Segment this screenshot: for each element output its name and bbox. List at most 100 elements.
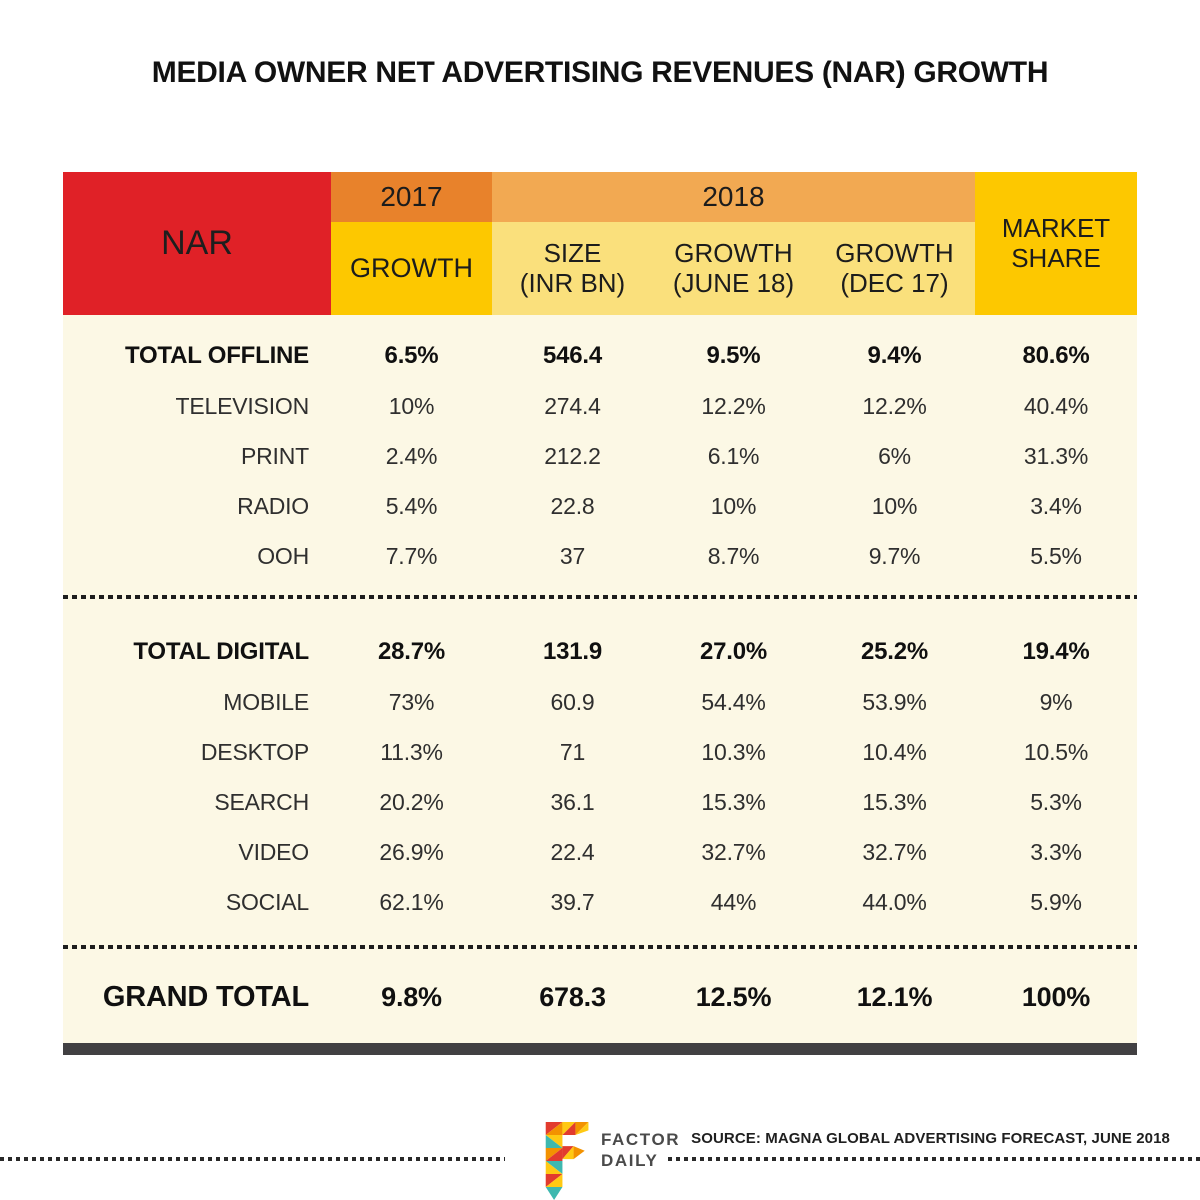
- row-label: TOTAL OFFLINE: [124, 342, 309, 369]
- row-total-digital: TOTAL DIGITAL 28.7% 131.9 27.0% 25.2% 19…: [63, 627, 1137, 677]
- logo-line2: DAILY: [601, 1151, 659, 1171]
- cell-value: 9%: [1039, 688, 1073, 715]
- cell-value: 274.4: [544, 392, 601, 419]
- header-nar-cell: NAR: [63, 172, 331, 315]
- header-growth-dec-cell: GROWTH (DEC 17): [814, 222, 975, 315]
- cell-value: 71: [559, 738, 586, 765]
- row-grand-total: GRAND TOTAL 9.8% 678.3 12.5% 12.1% 100%: [63, 959, 1137, 1035]
- row-print: PRINT 2.4% 212.2 6.1% 6% 31.3%: [63, 431, 1137, 481]
- cell-value: 131.9: [542, 638, 603, 665]
- dotted-divider: [63, 595, 1137, 599]
- row-label: VIDEO: [238, 838, 309, 865]
- cell-value: 3.3%: [1030, 838, 1082, 865]
- table-header: NAR 2017 GROWTH 2018 SIZE (INR BN) GROWT…: [63, 172, 1137, 315]
- source-text: SOURCE: MAGNA GLOBAL ADVERTISING FORECAS…: [691, 1130, 1170, 1147]
- cell-value: 53.9%: [862, 688, 927, 715]
- cell-value: 15.3%: [701, 788, 766, 815]
- row-label: DESKTOP: [200, 738, 309, 765]
- factor-daily-wordmark: FACTOR DAILY: [601, 1129, 680, 1172]
- row-label: SEARCH: [214, 788, 309, 815]
- header-growth-dec-line2: (DEC 17): [840, 267, 949, 298]
- cell-value: 60.9: [550, 688, 595, 715]
- cell-value: 32.7%: [701, 838, 766, 865]
- page-title: MEDIA OWNER NET ADVERTISING REVENUES (NA…: [151, 56, 1049, 89]
- header-2017-group: 2017 GROWTH: [331, 172, 492, 315]
- row-label: PRINT: [240, 442, 309, 469]
- cell-value: 26.9%: [379, 838, 444, 865]
- dotted-divider: [63, 945, 1137, 949]
- cell-value: 27.0%: [699, 638, 768, 665]
- cell-value: 10%: [388, 392, 435, 419]
- cell-value: 5.9%: [1030, 888, 1082, 915]
- row-ooh: OOH 7.7% 37 8.7% 9.7% 5.5%: [63, 531, 1137, 581]
- cell-value: 32.7%: [862, 838, 927, 865]
- footer-dotted-line-left: [0, 1157, 505, 1161]
- cell-value: 100%: [1021, 981, 1091, 1012]
- row-label: TELEVISION: [175, 392, 310, 419]
- header-growth-june-line2: (JUNE 18): [672, 267, 795, 298]
- cell-value: 19.4%: [1022, 638, 1090, 665]
- table-body: TOTAL OFFLINE 6.5% 546.4 9.5% 9.4% 80.6%…: [63, 315, 1137, 1043]
- cell-value: 7.7%: [385, 542, 438, 569]
- cell-value: 10.3%: [701, 738, 766, 765]
- header-size-line1: SIZE: [543, 237, 602, 268]
- cell-value: 6.1%: [707, 442, 760, 469]
- cell-value: 36.1: [550, 788, 595, 815]
- cell-value: 2.4%: [385, 442, 438, 469]
- header-growth-june-line1: GROWTH: [674, 237, 793, 268]
- cell-value: 10%: [871, 492, 918, 519]
- footer-dotted-line-right: [668, 1157, 1200, 1161]
- cell-value: 5.3%: [1030, 788, 1082, 815]
- logo-line1: FACTOR: [601, 1130, 681, 1149]
- cell-value: 12.2%: [701, 392, 766, 419]
- cell-value: 678.3: [539, 981, 606, 1012]
- row-mobile: MOBILE 73% 60.9 54.4% 53.9% 9%: [63, 677, 1137, 727]
- cell-value: 44%: [710, 888, 757, 915]
- cell-value: 6%: [878, 442, 911, 469]
- row-video: VIDEO 26.9% 22.4 32.7% 32.7% 3.3%: [63, 827, 1137, 877]
- cell-value: 37: [559, 542, 586, 569]
- cell-value: 54.4%: [701, 688, 766, 715]
- cell-value: 9.8%: [381, 981, 442, 1012]
- row-label: SOCIAL: [225, 888, 309, 915]
- header-market-line1: MARKET: [1001, 212, 1111, 243]
- header-growth-dec-line1: GROWTH: [835, 237, 954, 268]
- cell-value: 73%: [388, 688, 435, 715]
- cell-value: 31.3%: [1023, 442, 1089, 469]
- header-growth-2017-cell: GROWTH: [331, 222, 492, 315]
- header-size-cell: SIZE (INR BN): [492, 222, 653, 315]
- cell-value: 40.4%: [1023, 392, 1089, 419]
- cell-value: 39.7: [550, 888, 595, 915]
- cell-value: 8.7%: [707, 542, 760, 569]
- cell-value: 9.4%: [867, 342, 922, 369]
- row-label: RADIO: [237, 492, 309, 519]
- cell-value: 9.5%: [706, 342, 761, 369]
- factor-daily-logo: FACTOR DAILY: [545, 1122, 680, 1200]
- cell-value: 10%: [710, 492, 757, 519]
- cell-value: 5.4%: [385, 492, 438, 519]
- row-radio: RADIO 5.4% 22.8 10% 10% 3.4%: [63, 481, 1137, 531]
- cell-value: 212.2: [544, 442, 601, 469]
- cell-value: 6.5%: [384, 342, 439, 369]
- row-television: TELEVISION 10% 274.4 12.2% 12.2% 40.4%: [63, 381, 1137, 431]
- row-label: TOTAL DIGITAL: [133, 638, 309, 665]
- cell-value: 5.5%: [1030, 542, 1082, 569]
- cell-value: 28.7%: [377, 638, 446, 665]
- table-bottom-bar: [63, 1043, 1137, 1055]
- header-growth-june-cell: GROWTH (JUNE 18): [653, 222, 814, 315]
- nar-table: NAR 2017 GROWTH 2018 SIZE (INR BN) GROWT…: [63, 172, 1137, 1055]
- header-market-share-cell: MARKET SHARE: [975, 172, 1137, 315]
- cell-value: 10.4%: [862, 738, 927, 765]
- cell-value: 62.1%: [379, 888, 444, 915]
- header-2017-cell: 2017: [331, 172, 492, 222]
- cell-value: 15.3%: [862, 788, 927, 815]
- header-2018-subrow: SIZE (INR BN) GROWTH (JUNE 18) GROWTH (D…: [492, 222, 975, 315]
- cell-value: 11.3%: [380, 738, 443, 765]
- row-label: GRAND TOTAL: [102, 980, 309, 1013]
- cell-value: 546.4: [542, 342, 603, 369]
- row-search: SEARCH 20.2% 36.1 15.3% 15.3% 5.3%: [63, 777, 1137, 827]
- cell-value: 22.4: [550, 838, 595, 865]
- cell-value: 80.6%: [1022, 342, 1090, 369]
- cell-value: 10.5%: [1023, 738, 1089, 765]
